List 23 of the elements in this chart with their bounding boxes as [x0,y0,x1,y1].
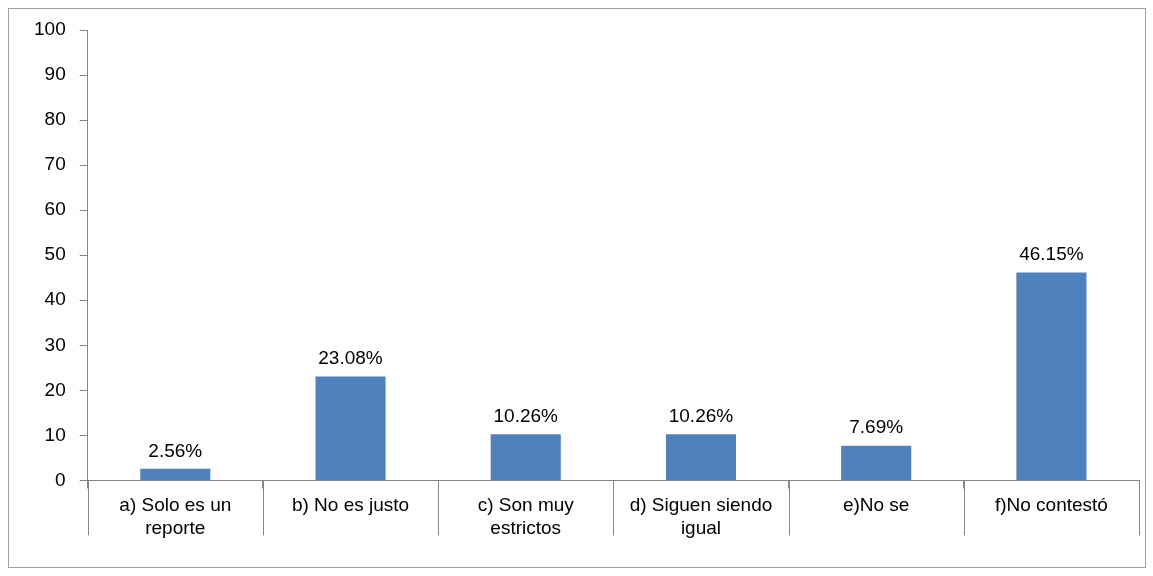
y-tick-label: 80 [44,108,66,130]
y-tick-label: 50 [44,243,66,265]
y-tick-label: 90 [44,63,66,85]
x-tick-label: a) Solo es un reporte [119,494,232,538]
y-tick-label: 30 [44,333,66,355]
x-tick-label: c) Son muy estrictos [477,494,575,538]
y-tick-label: 0 [55,468,66,490]
y-tick-label: 20 [44,378,66,400]
data-label: 2.56% [148,439,203,461]
y-tick-label: 40 [44,288,66,310]
x-tick-label: f)No contestó [994,494,1108,516]
x-tick-label: b) No es justo [291,494,410,516]
x-tick-label: d) Siguen siendo igual [629,494,773,538]
data-label: 7.69% [849,416,904,438]
data-label: 10.26% [668,404,734,426]
data-label: 46.15% [1019,243,1084,265]
y-tick-label: 10 [44,423,66,445]
y-tick-label: 70 [44,153,66,175]
data-label: 23.08% [318,347,383,369]
x-tick-label: e)No se [842,494,910,516]
y-tick-label: 100 [34,18,66,40]
y-tick-label: 60 [44,198,66,220]
data-label: 10.26% [493,404,559,426]
